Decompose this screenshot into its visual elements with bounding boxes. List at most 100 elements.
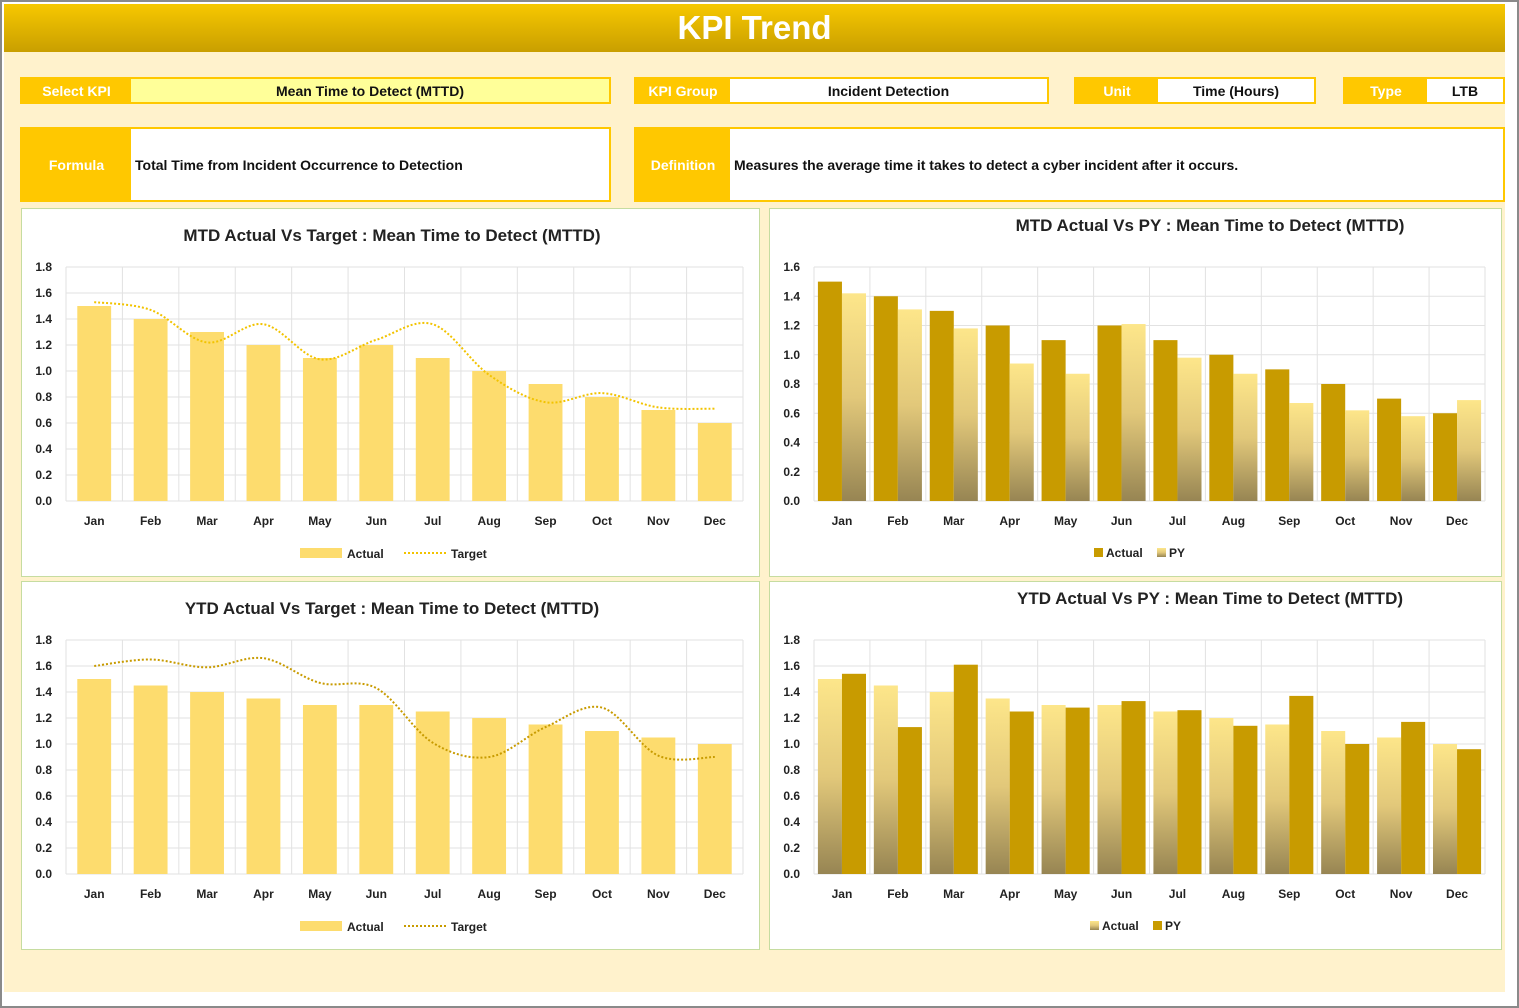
bar-actual (415, 711, 450, 874)
x-tick-label: Mar (943, 514, 965, 528)
x-tick-label: Mar (196, 514, 218, 528)
legend-swatch-actual (300, 921, 342, 931)
y-tick-label: 1.0 (35, 364, 52, 378)
bar-actual (641, 737, 676, 874)
x-tick-label: Mar (196, 887, 218, 901)
x-tick-label: Oct (1335, 887, 1355, 901)
x-tick-label: Apr (253, 887, 274, 901)
bar-actual (641, 410, 676, 501)
bar-py (841, 293, 867, 501)
legend-label: Actual (347, 547, 384, 561)
y-tick-label: 1.4 (783, 685, 800, 699)
x-tick-label: Jun (366, 514, 387, 528)
bar-py (841, 673, 867, 874)
legend-label: PY (1165, 919, 1181, 933)
y-tick-label: 0.6 (783, 406, 800, 420)
dashboard-sheet: KPI Trend Select KPI Mean Time to Detect… (4, 4, 1505, 992)
y-tick-label: 0.0 (783, 867, 800, 881)
x-tick-label: Sep (1278, 887, 1300, 901)
bar-py (1177, 710, 1202, 874)
x-tick-label: Jan (84, 887, 105, 901)
bar-actual (873, 685, 898, 874)
bar-actual (1209, 354, 1234, 501)
bar-actual (929, 310, 954, 501)
bar-actual (697, 423, 732, 501)
bar-actual (929, 692, 954, 874)
x-tick-label: Apr (999, 514, 1020, 528)
y-tick-label: 0.6 (35, 416, 52, 430)
y-tick-label: 1.2 (783, 319, 800, 333)
bar-actual (1377, 398, 1402, 501)
bar-py (1121, 324, 1146, 501)
y-tick-label: 1.6 (783, 260, 800, 274)
bar-actual (133, 685, 168, 874)
y-tick-label: 1.6 (783, 659, 800, 673)
x-tick-label: Oct (592, 514, 612, 528)
y-tick-label: 1.6 (35, 286, 52, 300)
bar-py (1065, 707, 1090, 874)
kpi-group-value: Incident Detection (827, 82, 950, 99)
bar-actual (1097, 705, 1122, 874)
x-tick-label: Apr (253, 514, 274, 528)
bar-actual (1153, 340, 1178, 501)
x-tick-label: May (1054, 514, 1078, 528)
chart-title: MTD Actual Vs Target : Mean Time to Dete… (183, 226, 600, 245)
x-tick-label: Oct (1335, 514, 1355, 528)
x-tick-label: Jan (84, 514, 105, 528)
x-tick-label: Aug (477, 514, 500, 528)
x-tick-label: Dec (1446, 887, 1468, 901)
legend-swatch-actual (300, 548, 342, 558)
bar-actual (1377, 737, 1402, 874)
y-tick-label: 0.0 (783, 494, 800, 508)
bar-actual (528, 384, 563, 501)
bar-actual (697, 744, 732, 874)
legend-label: Actual (1106, 546, 1143, 560)
legend-swatch-py (1153, 921, 1162, 930)
bar-actual (1041, 705, 1066, 874)
x-tick-label: Jul (1169, 514, 1186, 528)
y-tick-label: 0.4 (35, 815, 52, 829)
x-tick-label: Feb (140, 887, 161, 901)
x-tick-label: Jul (424, 514, 441, 528)
x-tick-label: Nov (647, 887, 670, 901)
bar-actual (985, 698, 1010, 874)
bar-py (1289, 403, 1314, 501)
bar-actual (1209, 718, 1234, 874)
bar-actual (1041, 340, 1066, 501)
x-tick-label: Sep (535, 514, 557, 528)
bar-py (1121, 701, 1146, 874)
bar-actual (415, 358, 450, 501)
legend-label: Actual (347, 920, 384, 934)
y-tick-label: 0.4 (783, 436, 800, 450)
x-tick-label: Jun (1111, 514, 1132, 528)
bar-actual (585, 731, 619, 874)
bar-actual (817, 679, 842, 874)
bar-actual (359, 345, 394, 501)
x-tick-label: Aug (477, 887, 500, 901)
y-tick-label: 1.2 (35, 338, 52, 352)
bar-py (1401, 721, 1426, 874)
bar-actual (1432, 744, 1458, 874)
bar-actual (1321, 731, 1346, 874)
x-tick-label: May (308, 514, 332, 528)
bar-actual (77, 679, 112, 874)
x-tick-label: May (1054, 887, 1078, 901)
x-tick-label: Dec (704, 514, 726, 528)
bar-actual (1321, 384, 1346, 501)
y-tick-label: 1.8 (35, 633, 52, 647)
y-tick-label: 0.0 (35, 494, 52, 508)
bar-py (953, 328, 978, 501)
y-tick-label: 1.2 (35, 711, 52, 725)
bar-py (1345, 410, 1370, 501)
line-target (94, 301, 715, 410)
select-kpi-dropdown[interactable]: Mean Time to Detect (MTTD) (131, 79, 609, 102)
kpi-group-label: KPI Group (636, 79, 730, 102)
x-tick-label: Sep (535, 887, 557, 901)
y-tick-label: 0.6 (783, 789, 800, 803)
x-tick-label: Aug (1222, 514, 1245, 528)
y-tick-label: 1.4 (783, 289, 800, 303)
mtd-actual-vs-py-chart: MTD Actual Vs PY : Mean Time to Detect (… (769, 208, 1502, 577)
type-field: Type LTB (1343, 77, 1505, 104)
chart-title: MTD Actual Vs PY : Mean Time to Detect (… (1016, 216, 1405, 235)
y-tick-label: 0.8 (783, 377, 800, 391)
